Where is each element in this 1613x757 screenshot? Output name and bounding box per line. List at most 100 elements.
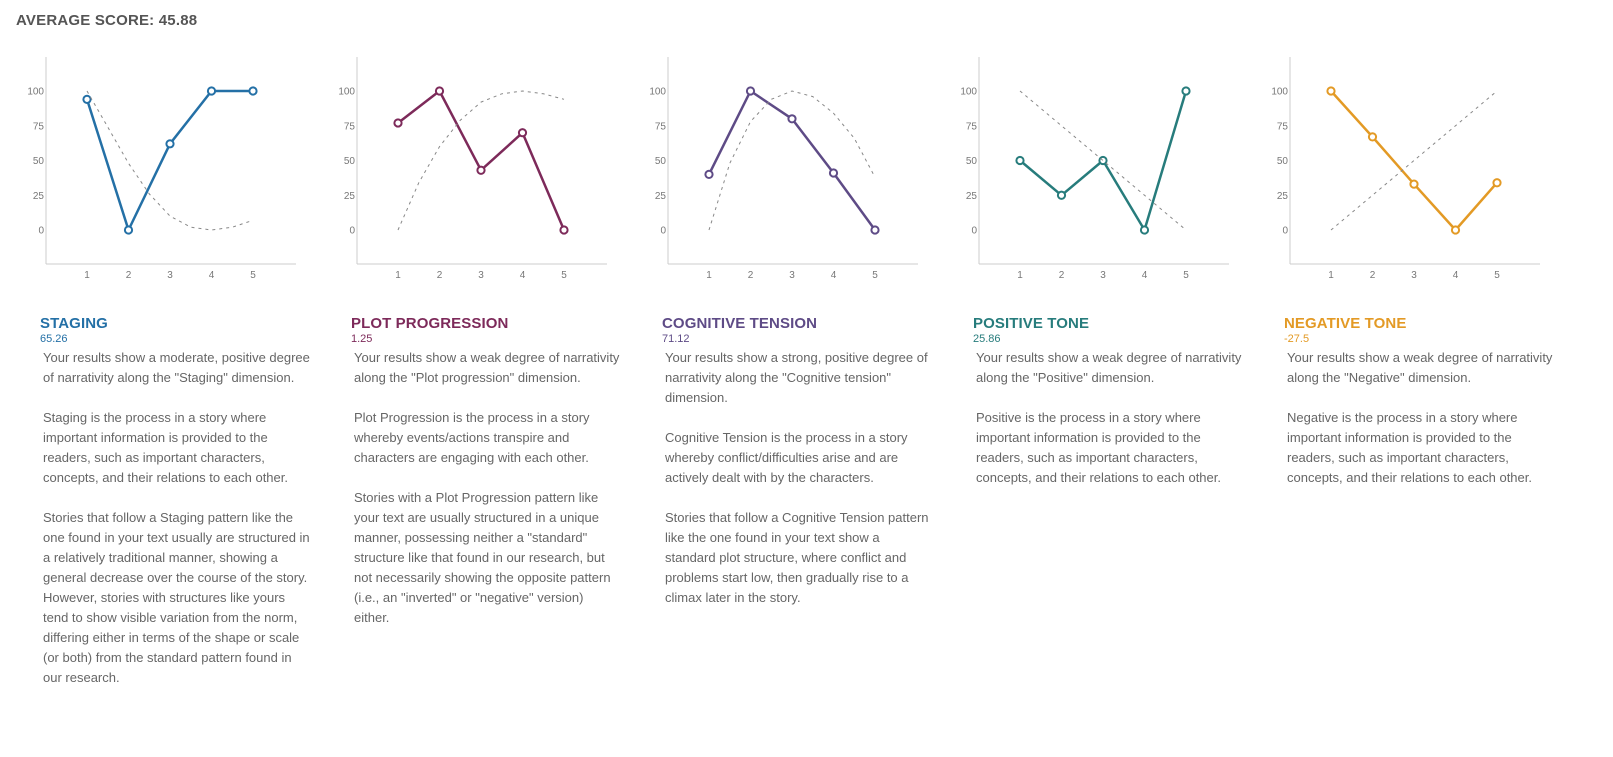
description-paragraph: Staging is the process in a story where … bbox=[43, 410, 288, 485]
data-point[interactable] bbox=[248, 86, 258, 96]
y-tick-label: 100 bbox=[338, 87, 355, 98]
data-point[interactable] bbox=[704, 169, 714, 180]
x-tick-label: 2 bbox=[437, 270, 443, 281]
data-point[interactable] bbox=[559, 225, 569, 235]
x-tick-label: 1 bbox=[1017, 270, 1023, 281]
cognitive-tension-chart: 0 25 50 75 100 1 2 3 4 5 bbox=[649, 57, 918, 281]
y-tick-label: 25 bbox=[655, 191, 667, 202]
y-tick-label: 50 bbox=[33, 156, 45, 167]
reference-curve bbox=[708, 90, 876, 231]
panel-description: Your results show a weak degree of narra… bbox=[354, 348, 622, 648]
y-tick-label: 75 bbox=[655, 121, 667, 132]
data-point[interactable] bbox=[476, 165, 486, 175]
y-tick-label: 100 bbox=[960, 87, 977, 98]
y-tick-label: 75 bbox=[1277, 121, 1289, 132]
data-point[interactable] bbox=[1492, 178, 1502, 188]
x-tick-label: 1 bbox=[706, 270, 712, 281]
data-point[interactable] bbox=[828, 168, 839, 178]
y-tick-label: 50 bbox=[655, 156, 667, 167]
data-point[interactable] bbox=[434, 86, 445, 96]
x-tick-label: 3 bbox=[1100, 270, 1106, 281]
panel-title: NEGATIVE TONE bbox=[1284, 315, 1407, 332]
data-point[interactable] bbox=[1409, 179, 1419, 189]
y-tick-label: 50 bbox=[1277, 156, 1289, 167]
data-point[interactable] bbox=[165, 139, 175, 149]
data-point[interactable] bbox=[82, 94, 92, 104]
x-tick-label: 3 bbox=[167, 270, 173, 281]
description-paragraph: Your results show a strong, positive deg… bbox=[665, 350, 928, 405]
x-tick-label: 4 bbox=[209, 270, 215, 281]
staging-chart: 0 25 50 75 100 1 2 3 4 5 bbox=[27, 57, 296, 281]
description-paragraph: Your results show a moderate, positive d… bbox=[43, 350, 310, 385]
panel-title: COGNITIVE TENSION bbox=[662, 315, 818, 332]
y-tick-label: 50 bbox=[966, 156, 978, 167]
x-tick-label: 5 bbox=[561, 270, 567, 281]
description-paragraph: Your results show a weak degree of narra… bbox=[976, 350, 1242, 385]
x-tick-label: 3 bbox=[789, 270, 795, 281]
reference-curve bbox=[397, 90, 565, 231]
panel-score: 1.25 bbox=[351, 333, 373, 345]
data-point[interactable] bbox=[1056, 190, 1067, 200]
x-tick-label: 2 bbox=[1370, 270, 1376, 281]
score-line bbox=[85, 89, 253, 232]
data-point[interactable] bbox=[1450, 225, 1461, 235]
panel-title: PLOT PROGRESSION bbox=[351, 315, 509, 332]
description-paragraph: Stories with a Plot Progression pattern … bbox=[354, 490, 611, 625]
negative-tone-chart: 0 25 50 75 100 1 2 3 4 5 bbox=[1271, 57, 1540, 281]
x-tick-label: 4 bbox=[831, 270, 837, 281]
data-point[interactable] bbox=[1181, 86, 1191, 96]
data-point[interactable] bbox=[787, 114, 797, 124]
data-point[interactable] bbox=[206, 86, 217, 96]
panel-description: Your results show a moderate, positive d… bbox=[43, 348, 311, 708]
data-point[interactable] bbox=[1015, 155, 1025, 166]
data-point[interactable] bbox=[123, 225, 134, 235]
y-tick-label: 100 bbox=[1271, 87, 1288, 98]
x-tick-label: 2 bbox=[748, 270, 754, 281]
data-point[interactable] bbox=[870, 225, 880, 235]
panel-description: Your results show a strong, positive deg… bbox=[665, 348, 933, 628]
y-tick-label: 0 bbox=[660, 226, 666, 237]
description-paragraph: Stories that follow a Staging pattern li… bbox=[43, 510, 310, 685]
description-paragraph: Cognitive Tension is the process in a st… bbox=[665, 430, 908, 485]
description-paragraph: Plot Progression is the process in a sto… bbox=[354, 410, 590, 465]
y-tick-label: 50 bbox=[344, 156, 356, 167]
data-point[interactable] bbox=[745, 86, 756, 96]
panel-title: POSITIVE TONE bbox=[973, 315, 1090, 332]
x-tick-label: 1 bbox=[1328, 270, 1334, 281]
x-tick-label: 5 bbox=[872, 270, 878, 281]
x-tick-label: 1 bbox=[395, 270, 401, 281]
score-line bbox=[707, 89, 877, 231]
y-tick-label: 75 bbox=[966, 121, 978, 132]
data-point[interactable] bbox=[1326, 86, 1336, 96]
x-tick-label: 4 bbox=[520, 270, 526, 281]
panel-description: Your results show a weak degree of narra… bbox=[1287, 348, 1555, 508]
data-point[interactable] bbox=[1098, 155, 1108, 166]
positive-tone-chart: 0 25 50 75 100 1 2 3 4 5 bbox=[960, 57, 1229, 281]
data-point[interactable] bbox=[393, 118, 403, 128]
panel-score: -27.5 bbox=[1284, 333, 1310, 345]
x-tick-label: 5 bbox=[1183, 270, 1189, 281]
data-point[interactable] bbox=[517, 128, 528, 138]
data-point[interactable] bbox=[1139, 225, 1150, 235]
x-tick-label: 4 bbox=[1142, 270, 1148, 281]
panel-title: STAGING bbox=[40, 315, 108, 332]
y-tick-label: 100 bbox=[27, 87, 44, 98]
y-tick-label: 0 bbox=[349, 226, 355, 237]
description-paragraph: Negative is the process in a story where… bbox=[1287, 410, 1532, 485]
y-tick-label: 0 bbox=[1282, 226, 1288, 237]
plot-progression-chart: 0 25 50 75 100 1 2 3 4 5 bbox=[338, 57, 607, 281]
y-tick-label: 25 bbox=[1277, 191, 1289, 202]
x-tick-label: 5 bbox=[250, 270, 256, 281]
description-paragraph: Positive is the process in a story where… bbox=[976, 410, 1221, 485]
y-tick-label: 75 bbox=[344, 121, 356, 132]
y-tick-label: 0 bbox=[971, 226, 977, 237]
x-tick-label: 4 bbox=[1453, 270, 1459, 281]
x-tick-label: 2 bbox=[126, 270, 132, 281]
description-paragraph: Your results show a weak degree of narra… bbox=[354, 350, 620, 385]
x-tick-label: 5 bbox=[1494, 270, 1500, 281]
data-point[interactable] bbox=[1367, 132, 1378, 142]
y-tick-label: 25 bbox=[344, 191, 356, 202]
description-paragraph: Your results show a weak degree of narra… bbox=[1287, 350, 1553, 385]
score-line bbox=[397, 89, 566, 231]
x-tick-label: 3 bbox=[1411, 270, 1417, 281]
